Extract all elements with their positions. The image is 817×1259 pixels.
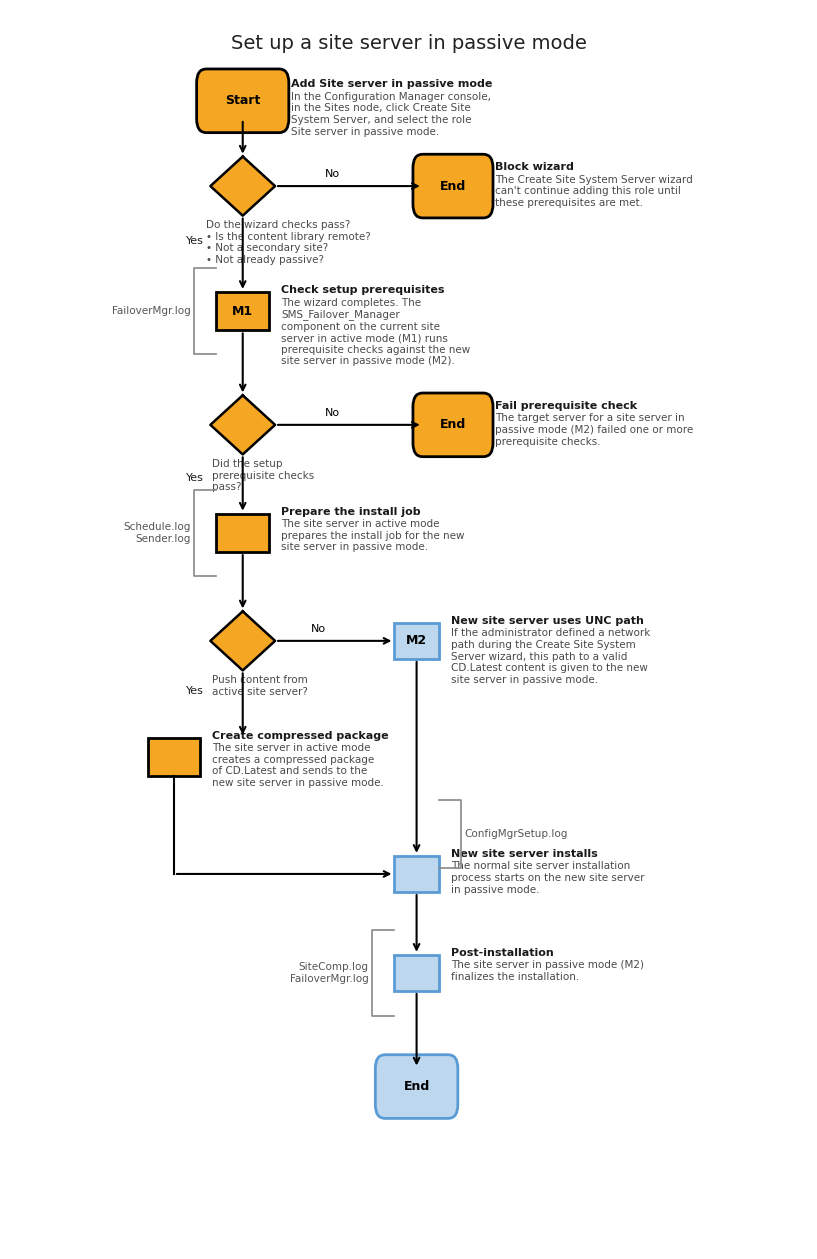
Bar (148, 738, 200, 776)
FancyBboxPatch shape (375, 1055, 458, 1118)
Bar (217, 292, 269, 330)
Text: End: End (440, 180, 467, 193)
Text: In the Configuration Manager console,
in the Sites node, click Create Site
Syste: In the Configuration Manager console, in… (291, 92, 491, 136)
FancyBboxPatch shape (413, 393, 493, 457)
Text: Create compressed package: Create compressed package (212, 731, 389, 742)
Text: No: No (325, 408, 340, 418)
Text: Check setup prerequisites: Check setup prerequisites (281, 286, 444, 295)
Text: Set up a site server in passive mode: Set up a site server in passive mode (230, 34, 587, 53)
Text: Post-installation: Post-installation (451, 948, 554, 958)
Text: SiteComp.log
FailoverMgr.log: SiteComp.log FailoverMgr.log (290, 962, 368, 983)
Text: Add Site server in passive mode: Add Site server in passive mode (291, 79, 493, 89)
Text: Block wizard: Block wizard (495, 162, 574, 172)
Text: Schedule.log
Sender.log: Schedule.log Sender.log (123, 522, 190, 544)
Text: Yes: Yes (186, 237, 204, 246)
Polygon shape (210, 156, 275, 215)
Text: Do the wizard checks pass?
• Is the content library remote?
• Not a secondary si: Do the wizard checks pass? • Is the cont… (207, 220, 371, 264)
Bar (395, 623, 439, 658)
Text: The target server for a site server in
passive mode (M2) failed one or more
prer: The target server for a site server in p… (495, 413, 694, 447)
Text: End: End (440, 418, 467, 432)
Text: Yes: Yes (186, 472, 204, 482)
Text: FailoverMgr.log: FailoverMgr.log (112, 306, 190, 316)
Polygon shape (210, 612, 275, 671)
Text: No: No (325, 169, 340, 179)
FancyBboxPatch shape (197, 69, 289, 132)
Text: Start: Start (225, 94, 261, 107)
Text: Fail prerequisite check: Fail prerequisite check (495, 402, 637, 412)
Bar (395, 954, 439, 991)
Text: Did the setup
prerequisite checks
pass?: Did the setup prerequisite checks pass? (212, 460, 315, 492)
Text: ConfigMgrSetup.log: ConfigMgrSetup.log (465, 830, 568, 840)
Text: The site server in active mode
prepares the install job for the new
site server : The site server in active mode prepares … (281, 519, 465, 553)
Text: M1: M1 (232, 305, 253, 317)
Text: Prepare the install job: Prepare the install job (281, 507, 421, 517)
Text: The site server in active mode
creates a compressed package
of CD.Latest and sen: The site server in active mode creates a… (212, 743, 384, 788)
Text: End: End (404, 1080, 430, 1093)
Text: No: No (311, 624, 326, 635)
Text: The Create Site System Server wizard
can't continue adding this role until
these: The Create Site System Server wizard can… (495, 175, 693, 208)
Text: The normal site server installation
process starts on the new site server
in pas: The normal site server installation proc… (451, 861, 645, 895)
Text: New site server installs: New site server installs (451, 849, 598, 859)
Text: The site server in passive mode (M2)
finalizes the installation.: The site server in passive mode (M2) fin… (451, 961, 644, 982)
Polygon shape (210, 395, 275, 454)
FancyBboxPatch shape (413, 155, 493, 218)
Text: Push content from
active site server?: Push content from active site server? (212, 675, 308, 696)
Bar (395, 856, 439, 893)
Text: New site server uses UNC path: New site server uses UNC path (451, 616, 644, 626)
Text: Yes: Yes (186, 686, 204, 696)
Text: If the administrator defined a network
path during the Create Site System
Server: If the administrator defined a network p… (451, 628, 650, 685)
Text: The wizard completes. The
SMS_Failover_Manager
component on the current site
ser: The wizard completes. The SMS_Failover_M… (281, 297, 471, 366)
Bar (217, 514, 269, 553)
Text: M2: M2 (406, 635, 427, 647)
